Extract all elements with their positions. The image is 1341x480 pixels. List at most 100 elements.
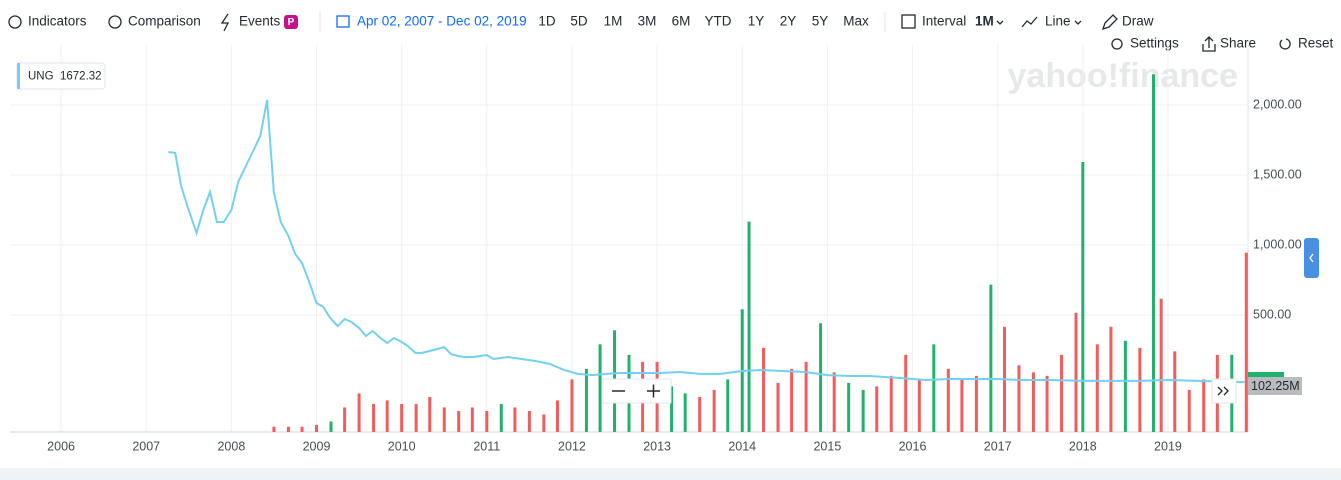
range-button[interactable]: 1M	[604, 14, 623, 29]
volume-bar	[385, 400, 389, 432]
volume-bar	[683, 393, 687, 432]
volume-bar	[1173, 351, 1177, 432]
volume-bar	[989, 284, 993, 432]
watermark: yahoo!finance	[1008, 57, 1238, 95]
x-tick-label: 2006	[47, 439, 75, 453]
settings-button[interactable]: Settings	[1130, 36, 1179, 51]
volume-bar	[555, 400, 559, 432]
share-icon	[1202, 36, 1216, 52]
volume-bar	[1202, 379, 1206, 432]
settings-icon	[1111, 38, 1123, 50]
volume-bar	[598, 344, 602, 432]
comparison-button[interactable]: Comparison	[128, 14, 201, 29]
range-button[interactable]: 6M	[672, 14, 691, 29]
zoom-controls	[602, 378, 672, 404]
reset-button[interactable]: Reset	[1298, 36, 1334, 51]
range-button[interactable]: YTD	[705, 14, 732, 29]
x-tick-label: 2019	[1154, 439, 1182, 453]
volume-bar	[747, 221, 751, 432]
volume-bar	[1045, 375, 1049, 432]
calendar-icon	[336, 15, 350, 28]
volume-bar	[329, 421, 333, 432]
volume-bar	[712, 389, 716, 432]
volume-bar	[286, 426, 290, 432]
volume-badge: 102.25M	[1251, 379, 1300, 393]
events-button[interactable]: Events	[239, 14, 281, 29]
volume-bar	[1109, 326, 1113, 432]
volume-bar	[1074, 312, 1078, 432]
interval-value[interactable]: 1M	[975, 14, 994, 29]
zoom-in[interactable]	[647, 384, 660, 398]
volume-bar	[300, 426, 304, 432]
volume-bar	[762, 347, 766, 432]
volume-bar	[513, 407, 517, 432]
y-tick-label: 500.00	[1253, 307, 1291, 321]
volume-bar	[1151, 74, 1155, 433]
volume-bar	[542, 414, 546, 432]
volume-bar	[1095, 344, 1099, 432]
legend-swatch	[17, 63, 20, 89]
handle-icon	[1309, 253, 1314, 263]
volume-badge-bg	[1248, 377, 1302, 395]
x-tick-label: 2012	[558, 439, 586, 453]
range-button[interactable]: Max	[843, 14, 869, 29]
draw-button[interactable]: Draw	[1122, 14, 1154, 29]
interval-icon	[901, 14, 916, 29]
indicators-icon	[8, 15, 22, 29]
indicators-button[interactable]: Indicators	[28, 14, 87, 29]
range-button[interactable]: 1Y	[748, 14, 765, 29]
chevron	[996, 20, 1004, 25]
x-tick-label: 2013	[643, 439, 671, 453]
volume-bar	[847, 382, 851, 432]
volume-bar	[960, 379, 964, 432]
chart-style-button[interactable]: Line	[1045, 14, 1071, 29]
volume-bar	[1017, 365, 1021, 432]
range-button[interactable]: 5Y	[812, 14, 829, 29]
volume-bar	[442, 407, 446, 432]
range-button[interactable]: 5D	[570, 14, 588, 29]
plot-area: 2006 2007 2008 2009 2010 2011 2012 2013 2014 2015…	[10, 45, 1302, 453]
x-tick-label: 2011	[473, 439, 500, 453]
share-button[interactable]: Share	[1220, 36, 1256, 51]
legend-badge: UNG 1672.32	[16, 62, 106, 90]
volume-bar	[904, 354, 908, 432]
range-button[interactable]: 3M	[638, 14, 657, 29]
x-tick-label: 2014	[728, 439, 756, 453]
volume-bar	[726, 379, 730, 432]
events-badge: P	[288, 17, 295, 28]
price-line	[168, 99, 1245, 384]
events-icon	[220, 13, 230, 32]
volume-bar	[917, 379, 921, 432]
volume-bar	[272, 426, 276, 432]
range-button[interactable]: 1D	[538, 14, 556, 29]
reset-icon	[1279, 38, 1291, 50]
handle	[1304, 238, 1319, 278]
toolbar: Indicators Comparison Events P Apr 02, 2…	[8, 12, 1334, 52]
x-tick-label: 2007	[132, 439, 160, 453]
events-badge-bg	[284, 15, 298, 29]
volume-bar	[861, 389, 865, 432]
volume-bar	[400, 403, 404, 432]
y-tick-label: 1,000.00	[1253, 237, 1302, 251]
y-tick-label: 1,500.00	[1253, 167, 1302, 181]
volume-bar	[1081, 161, 1085, 433]
volume-bar	[819, 323, 823, 432]
volume-bar	[414, 403, 418, 432]
range-buttons: 1D 5D 1M 3M 6M YTD 1Y 2Y 5Y Max	[538, 14, 869, 29]
date-range-button[interactable]: Apr 02, 2007 - Dec 02, 2019	[357, 14, 527, 29]
volume-bar	[946, 368, 950, 432]
volume-bar	[1060, 354, 1064, 432]
volume-bar	[343, 407, 347, 432]
volume-bar	[570, 379, 574, 432]
line-icon	[1021, 16, 1038, 28]
scroll-control[interactable]	[1211, 378, 1237, 404]
range-button[interactable]: 2Y	[780, 14, 797, 29]
comparison-icon	[108, 15, 122, 29]
volume-bar	[372, 403, 376, 432]
volume-bar	[670, 386, 674, 432]
interval-button[interactable]: Interval	[922, 14, 966, 29]
side-handle[interactable]	[1304, 238, 1319, 278]
volume-bar	[875, 386, 879, 432]
volume-bar	[1123, 340, 1127, 432]
